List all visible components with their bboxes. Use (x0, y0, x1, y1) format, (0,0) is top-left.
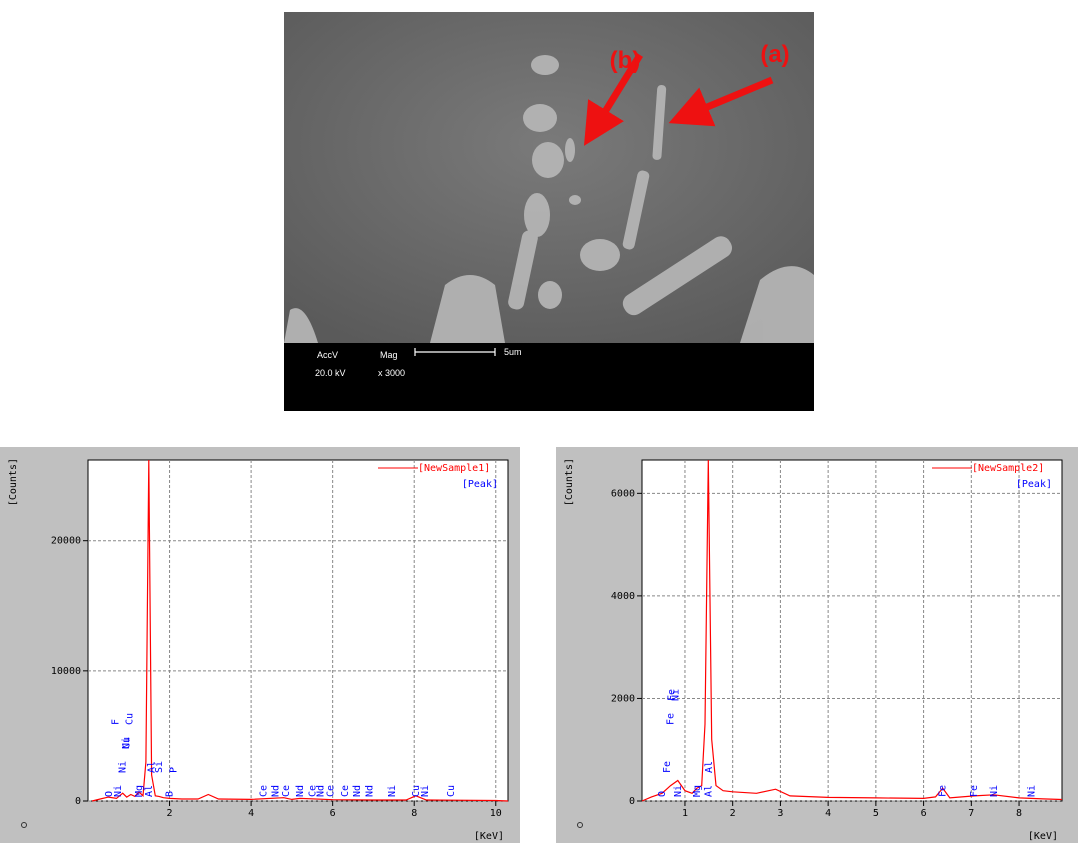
peak-label: Ni (673, 785, 684, 797)
peak-label: Cu (122, 737, 133, 749)
x-tick-label: 6 (330, 808, 336, 819)
peak-label: Ce (340, 785, 351, 797)
label-a: (a) (760, 41, 789, 68)
peak-label: Ni (420, 785, 431, 797)
peak-label: Nd (295, 785, 306, 797)
scale-label: 5um (504, 347, 522, 357)
y-tick-label: 10000 (51, 666, 81, 677)
label-b: (b) (610, 47, 641, 74)
y-tick-label: 0 (75, 796, 81, 807)
peak-label: Nd (364, 785, 375, 797)
y-tick-label: 2000 (611, 693, 635, 704)
peak-label: Ce (326, 785, 337, 797)
peak-label: Ni (387, 785, 398, 797)
x-tick-label: 2 (167, 808, 173, 819)
peak-legend: [Peak] (1016, 479, 1052, 490)
peak-label: Ni (989, 785, 1000, 797)
peak-label: Ce (281, 785, 292, 797)
peak-label: Ni (1027, 785, 1038, 797)
peak-legend: [Peak] (462, 479, 498, 490)
peak-label: Ni (118, 761, 129, 773)
y-tick-label: 6000 (611, 488, 635, 499)
info-bar (284, 343, 814, 410)
peak-label: Si (154, 761, 165, 773)
x-tick-label: 4 (825, 808, 831, 819)
peak-label: Al (704, 761, 715, 773)
x-tick-label: 6 (921, 808, 927, 819)
peak-label: F (111, 719, 122, 725)
peak-label: Ce (258, 785, 269, 797)
peak-label: O (657, 791, 668, 797)
peak-label: Cu (125, 713, 136, 725)
peak-label: Fe (969, 785, 980, 797)
y-tick-label: 0 (629, 796, 635, 807)
x-tick-label: 1 (682, 808, 688, 819)
x-tick-label: 10 (490, 808, 502, 819)
legend-label: [NewSample2] (972, 463, 1044, 474)
y-tick-label: 20000 (51, 536, 81, 547)
peak-label: Al (144, 785, 155, 797)
x-tick-label: 7 (968, 808, 974, 819)
figure: (b) (a) AccV Mag 20.0 kV x 3000 5um 0100… (0, 0, 1078, 843)
peak-label: B (165, 791, 176, 797)
mag-value: x 3000 (378, 368, 405, 378)
accv-label: AccV (317, 350, 338, 360)
y-axis-label: [Counts] (564, 458, 575, 506)
peak-label: Fe (662, 761, 673, 773)
peak-label: Mg (692, 785, 703, 797)
peak-label: Al (703, 785, 714, 797)
peak-label: Ni (113, 785, 124, 797)
page: {"sem_image": {"label_b": "(b)", "label_… (0, 0, 1078, 843)
x-tick-label: 8 (411, 808, 417, 819)
peak-label: Ni (670, 689, 681, 701)
x-tick-label: 2 (730, 808, 736, 819)
sem-image: (b) (a) AccV Mag 20.0 kV x 3000 5um (284, 12, 814, 410)
x-tick-label: 3 (777, 808, 783, 819)
y-axis-label: [Counts] (8, 458, 19, 506)
plot-area (642, 460, 1062, 801)
x-axis-label: [KeV] (1028, 831, 1058, 842)
peak-label: Fe (938, 785, 949, 797)
y-tick-label: 4000 (611, 591, 635, 602)
peak-label: Nd (352, 785, 363, 797)
mag-label: Mag (380, 350, 398, 360)
accv-value: 20.0 kV (315, 368, 346, 378)
peak-label: Fe (666, 713, 677, 725)
x-tick-label: 5 (873, 808, 879, 819)
peak-label: P (169, 767, 180, 773)
peak-label: Cu (446, 785, 457, 797)
x-tick-label: 8 (1016, 808, 1022, 819)
x-axis-label: [KeV] (474, 831, 504, 842)
legend-label: [NewSample1] (418, 463, 490, 474)
x-tick-label: 4 (248, 808, 254, 819)
